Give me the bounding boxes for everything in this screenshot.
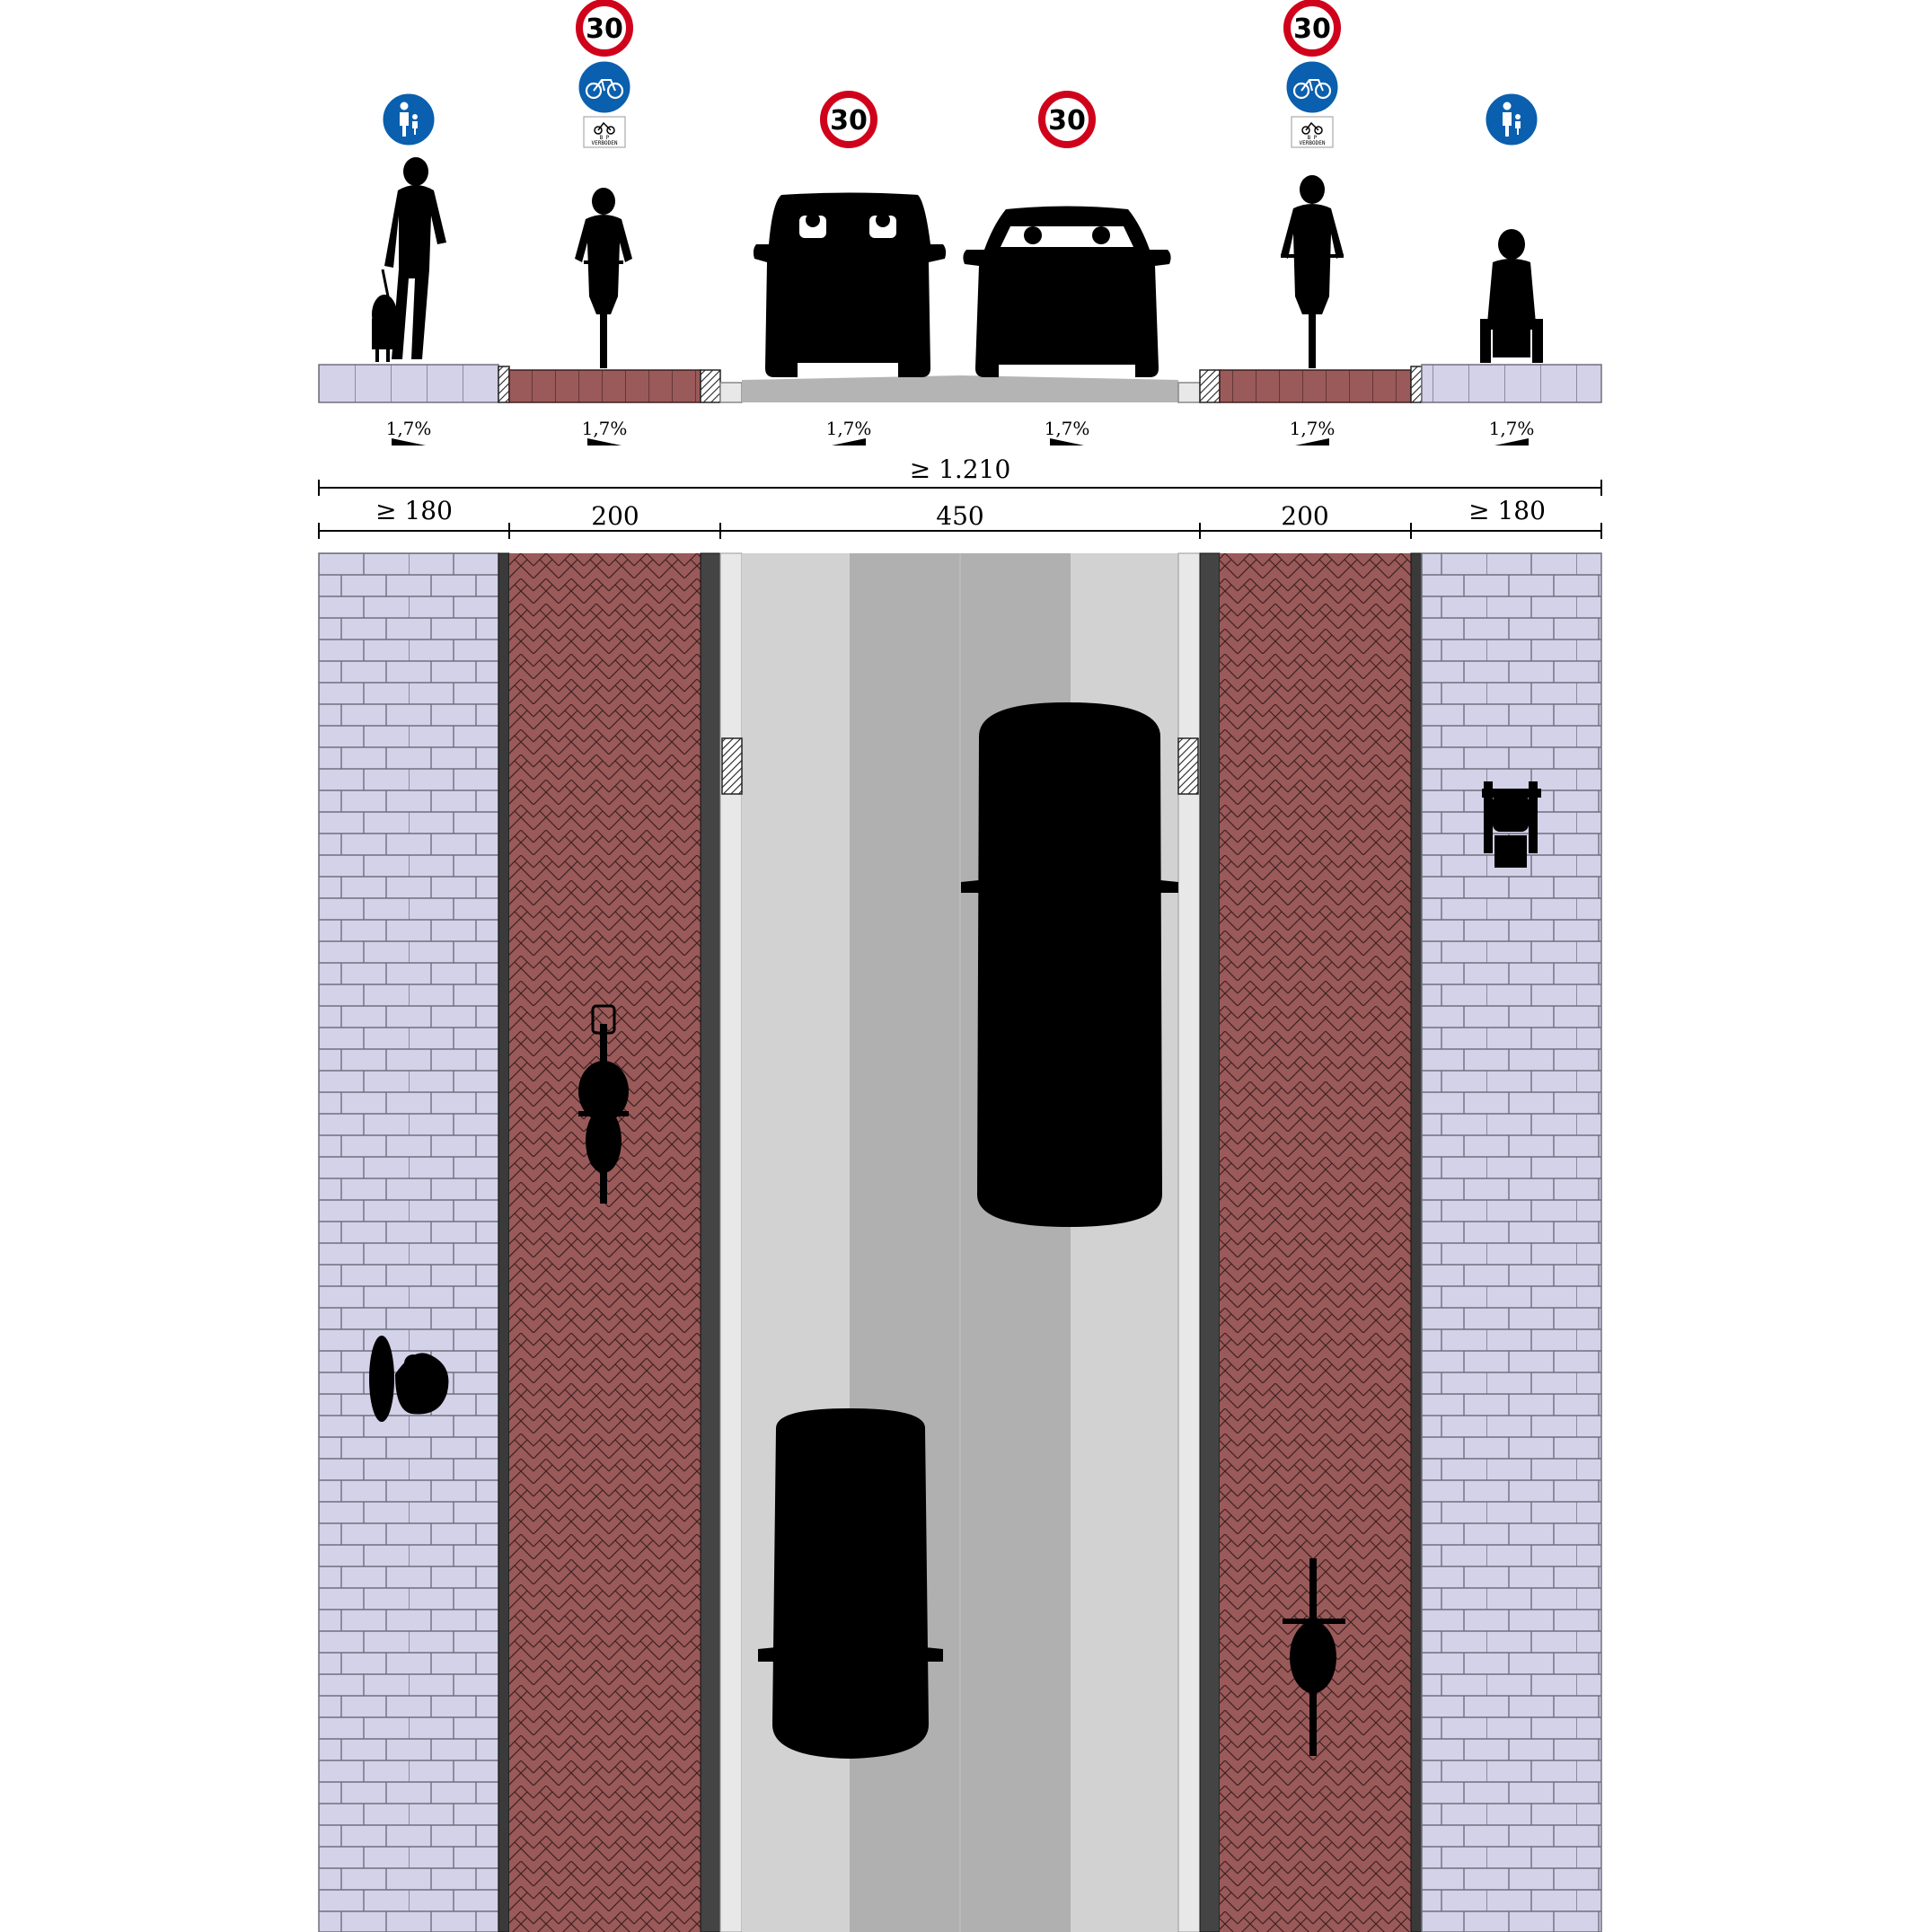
slope-label: 1,7% [582, 418, 628, 439]
dimension-label: 450 [936, 501, 983, 531]
cross-section [318, 364, 1602, 403]
wheelchair-top [1482, 781, 1541, 868]
slope-arrow-icon [1494, 438, 1529, 446]
speed-limit-text: 30 [1293, 13, 1331, 45]
pedestrian-sign-right-icon [1483, 91, 1540, 148]
car-top-left [758, 1408, 943, 1759]
cyclist-left-silhouette [575, 188, 632, 368]
car-front-silhouette [753, 192, 947, 377]
bicycle-sign-right-icon [1283, 58, 1341, 116]
cyclist-top-left [578, 1004, 629, 1204]
sidewalk-right-plan [1421, 552, 1602, 1932]
edge-strip-right [1410, 552, 1423, 1932]
dimension-label: 200 [1281, 501, 1328, 531]
pedestrian-with-dog-top [369, 1336, 449, 1422]
bike-path-left-plan [509, 553, 701, 1932]
sidewalk-left-section [318, 364, 499, 403]
slope-arrow-icon [832, 438, 866, 446]
gutter-left-section [719, 382, 743, 403]
svg-text:VERBODEN: VERBODEN [1300, 140, 1326, 146]
plan-view [318, 552, 1602, 1932]
cyclist-top-right [1283, 1558, 1345, 1756]
speed-limit-text: 30 [1048, 105, 1086, 137]
total-width-label: ≥ 1.210 [910, 454, 1011, 484]
dimension-lines [318, 480, 1602, 539]
car-top-right [961, 702, 1178, 1227]
curb-left-outer [498, 366, 510, 403]
roadway-section [742, 375, 1178, 402]
pedestrian-sign-left-icon [380, 91, 437, 148]
speed-limit-text: 30 [586, 13, 623, 45]
speed-30-sign-left-bike: 30 [576, 0, 633, 57]
svg-text:B P: B P [1308, 135, 1318, 141]
speed-limit-text: 30 [830, 105, 868, 137]
cyclist-right-silhouette [1281, 175, 1344, 368]
bike-path-right-section [1219, 369, 1412, 403]
slope-arrow-icon [587, 438, 622, 446]
curb-right-outer [1410, 366, 1423, 403]
curb-right-inner [1199, 369, 1221, 403]
dimension-label: 200 [591, 501, 639, 531]
plan-silhouettes [369, 702, 1541, 1759]
dimension-label: ≥ 180 [1468, 496, 1546, 525]
pedestrian-with-dog-silhouette [372, 157, 446, 362]
moped-prohibited-plate-right: B P VERBODEN [1291, 116, 1334, 148]
slope-arrow-icon [392, 438, 426, 446]
sidewalk-right-section [1421, 364, 1602, 403]
slope-label: 1,7% [1045, 418, 1090, 439]
drain-right [1177, 737, 1199, 795]
moped-prohibited-plate-left: B P VERBODEN [583, 116, 626, 148]
speed-30-sign-road-left: 30 [820, 91, 877, 148]
bicycle-sign-left-icon [576, 58, 633, 116]
speed-30-sign-road-right: 30 [1038, 91, 1096, 148]
car-rear-silhouette [963, 206, 1171, 377]
curb-left-plan [700, 552, 721, 1932]
speed-30-sign-right-bike: 30 [1283, 0, 1341, 57]
drain-left [721, 737, 743, 795]
slope-arrow-icon [1295, 438, 1329, 446]
svg-text:B P: B P [600, 135, 610, 141]
curb-right-plan [1199, 552, 1221, 1932]
elevation-silhouettes [372, 157, 1543, 377]
slope-label: 1,7% [386, 418, 432, 439]
dimension-label: ≥ 180 [375, 496, 453, 525]
sidewalk-left-plan [318, 552, 499, 1932]
slope-arrow-icon [1050, 438, 1084, 446]
traffic-signs: 30 B P VERBODEN 30 [380, 0, 1540, 148]
edge-strip-left [498, 552, 510, 1932]
slope-label: 1,7% [1290, 418, 1336, 439]
slope-label: 1,7% [826, 418, 872, 439]
svg-text:VERBODEN: VERBODEN [592, 140, 618, 146]
gutter-right-section [1177, 382, 1201, 403]
curb-left-inner [700, 369, 721, 403]
bike-path-left-section [508, 369, 701, 403]
slope-label: 1,7% [1489, 418, 1535, 439]
slope-labels: 1,7% 1,7% 1,7% 1,7% 1,7% 1,7% [386, 418, 1535, 446]
wheelchair-user-silhouette [1480, 229, 1543, 363]
